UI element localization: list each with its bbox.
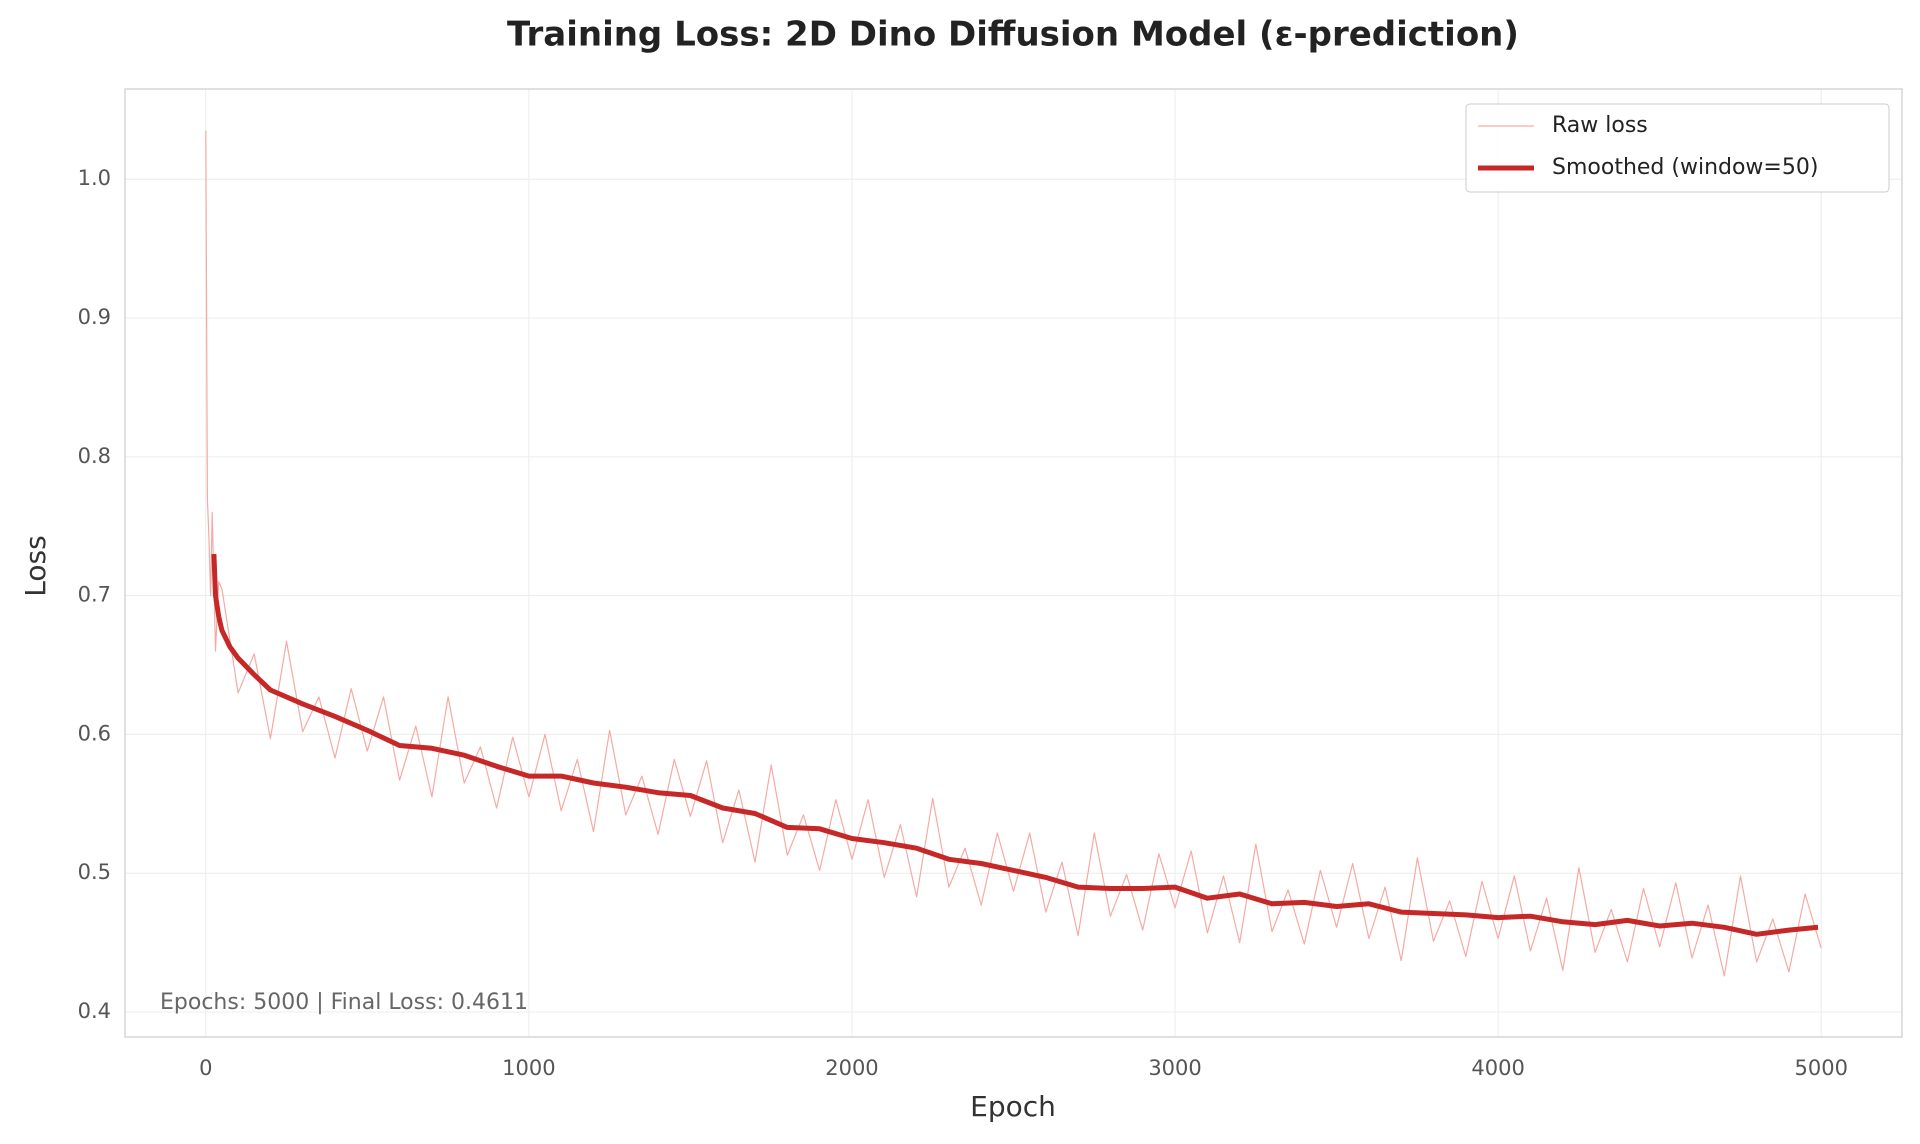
legend: Raw loss Smoothed (window=50) — [1465, 103, 1890, 193]
y-tick-label: 0.4 — [78, 999, 111, 1023]
series-line — [211, 553, 1819, 937]
x-tick-label: 3000 — [1148, 1056, 1201, 1080]
legend-label: Smoothed (window=50) — [1552, 155, 1818, 180]
legend-box — [1465, 103, 1890, 193]
y-tick-label: 0.7 — [78, 583, 111, 607]
series-line — [205, 130, 1822, 977]
x-axis-label: Epoch — [970, 1090, 1056, 1123]
x-tick-label: 5000 — [1795, 1056, 1848, 1080]
y-tick-label: 0.5 — [78, 860, 111, 884]
x-tick-label: 2000 — [825, 1056, 878, 1080]
axes-frame — [124, 88, 1903, 1038]
y-tick-label: 0.9 — [78, 305, 111, 329]
x-tick-label: 0 — [199, 1056, 212, 1080]
x-tick-label: 1000 — [502, 1056, 555, 1080]
y-tick-label: 0.8 — [78, 444, 111, 468]
y-axis-label: Loss — [19, 535, 52, 596]
chart-title: Training Loss: 2D Dino Diffusion Model (… — [507, 15, 1519, 55]
legend-label: Raw loss — [1552, 113, 1648, 138]
plot-area — [205, 130, 1822, 977]
y-tick-label: 0.6 — [78, 721, 111, 745]
x-tick-label: 4000 — [1471, 1056, 1524, 1080]
annotation: Epochs: 5000 | Final Loss: 0.4611 — [160, 990, 528, 1015]
y-tick-label: 1.0 — [78, 166, 111, 190]
